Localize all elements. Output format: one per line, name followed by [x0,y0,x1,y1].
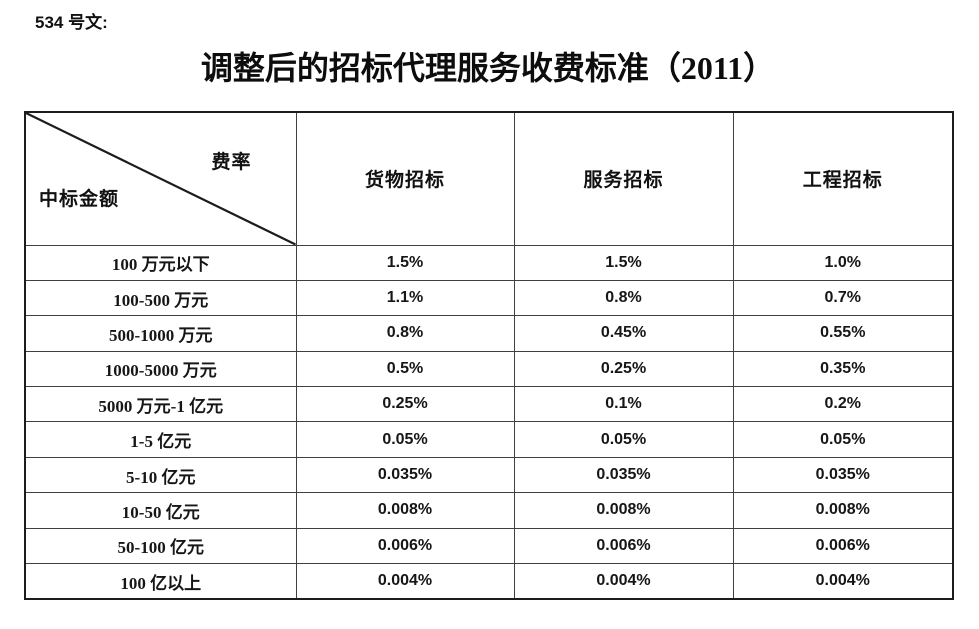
engineering-rate-cell: 0.004% [732,563,954,600]
goods-rate-cell: 0.8% [295,315,515,352]
goods-rate-cell: 0.25% [295,386,515,423]
goods-rate-cell: 0.004% [295,563,515,600]
amount-cell: 1-5 亿元 [24,421,297,458]
corner-label-amount: 中标金额 [39,188,120,210]
doc-number: 534 号文: [35,13,108,32]
table-row: 1000-5000 万元 0.5% 0.25% 0.35% [24,350,954,388]
service-rate-cell: 0.05% [513,421,734,458]
service-rate-cell: 0.008% [513,492,734,529]
service-rate-cell: 0.004% [513,563,734,600]
amount-cell: 100-500 万元 [24,279,297,317]
amount-cell: 10-50 亿元 [24,492,297,529]
engineering-rate-cell: 0.55% [732,315,954,352]
goods-rate-cell: 0.05% [295,421,515,458]
engineering-rate-cell: 0.035% [732,456,954,494]
table-row: 5-10 亿元 0.035% 0.035% 0.035% [24,456,954,494]
corner-header-cell: 费率 中标金额 [24,111,297,246]
table-row: 100 亿以上 0.004% 0.004% 0.004% [24,563,954,600]
engineering-rate-cell: 0.35% [732,350,954,388]
service-rate-cell: 0.45% [513,315,734,352]
column-header-engineering: 工程招标 [732,111,954,246]
service-rate-cell: 0.25% [513,350,734,388]
page-title: 调整后的招标代理服务收费标准（2011） [200,50,776,86]
service-rate-cell: 0.006% [513,527,734,565]
amount-cell: 5000 万元-1 亿元 [24,386,297,423]
amount-cell: 100 万元以下 [24,244,297,281]
goods-rate-cell: 1.1% [295,279,515,317]
amount-cell: 5-10 亿元 [24,456,297,494]
table-row: 1-5 亿元 0.05% 0.05% 0.05% [24,421,954,458]
engineering-rate-cell: 0.7% [732,279,954,317]
goods-rate-cell: 1.5% [295,244,515,281]
table-row: 500-1000 万元 0.8% 0.45% 0.55% [24,315,954,352]
engineering-rate-cell: 0.006% [732,527,954,565]
diagonal-divider-line [26,113,295,244]
amount-cell: 1000-5000 万元 [24,350,297,388]
goods-rate-cell: 0.008% [295,492,515,529]
header-row: 费率 中标金额 货物招标 服务招标 工程招标 [24,111,954,246]
service-rate-cell: 1.5% [513,244,734,281]
table-row: 10-50 亿元 0.008% 0.008% 0.008% [24,492,954,529]
engineering-rate-cell: 0.008% [732,492,954,529]
goods-rate-cell: 0.5% [295,350,515,388]
engineering-rate-cell: 0.2% [732,386,954,423]
goods-rate-cell: 0.035% [295,456,515,494]
table-row: 5000 万元-1 亿元 0.25% 0.1% 0.2% [24,386,954,423]
service-rate-cell: 0.1% [513,386,734,423]
table-row: 50-100 亿元 0.006% 0.006% 0.006% [24,527,954,565]
amount-cell: 100 亿以上 [24,563,297,600]
service-rate-cell: 0.8% [513,279,734,317]
fee-rate-table: 费率 中标金额 货物招标 服务招标 工程招标 100 万元以下 1.5% 1.5… [24,111,954,600]
engineering-rate-cell: 0.05% [732,421,954,458]
goods-rate-cell: 0.006% [295,527,515,565]
amount-cell: 50-100 亿元 [24,527,297,565]
table-row: 100-500 万元 1.1% 0.8% 0.7% [24,279,954,317]
column-header-service: 服务招标 [513,111,734,246]
amount-cell: 500-1000 万元 [24,315,297,352]
corner-label-rate: 费率 [211,152,252,173]
service-rate-cell: 0.035% [513,456,734,494]
engineering-rate-cell: 1.0% [732,244,954,281]
column-header-goods: 货物招标 [295,111,515,246]
table-row: 100 万元以下 1.5% 1.5% 1.0% [24,244,954,281]
